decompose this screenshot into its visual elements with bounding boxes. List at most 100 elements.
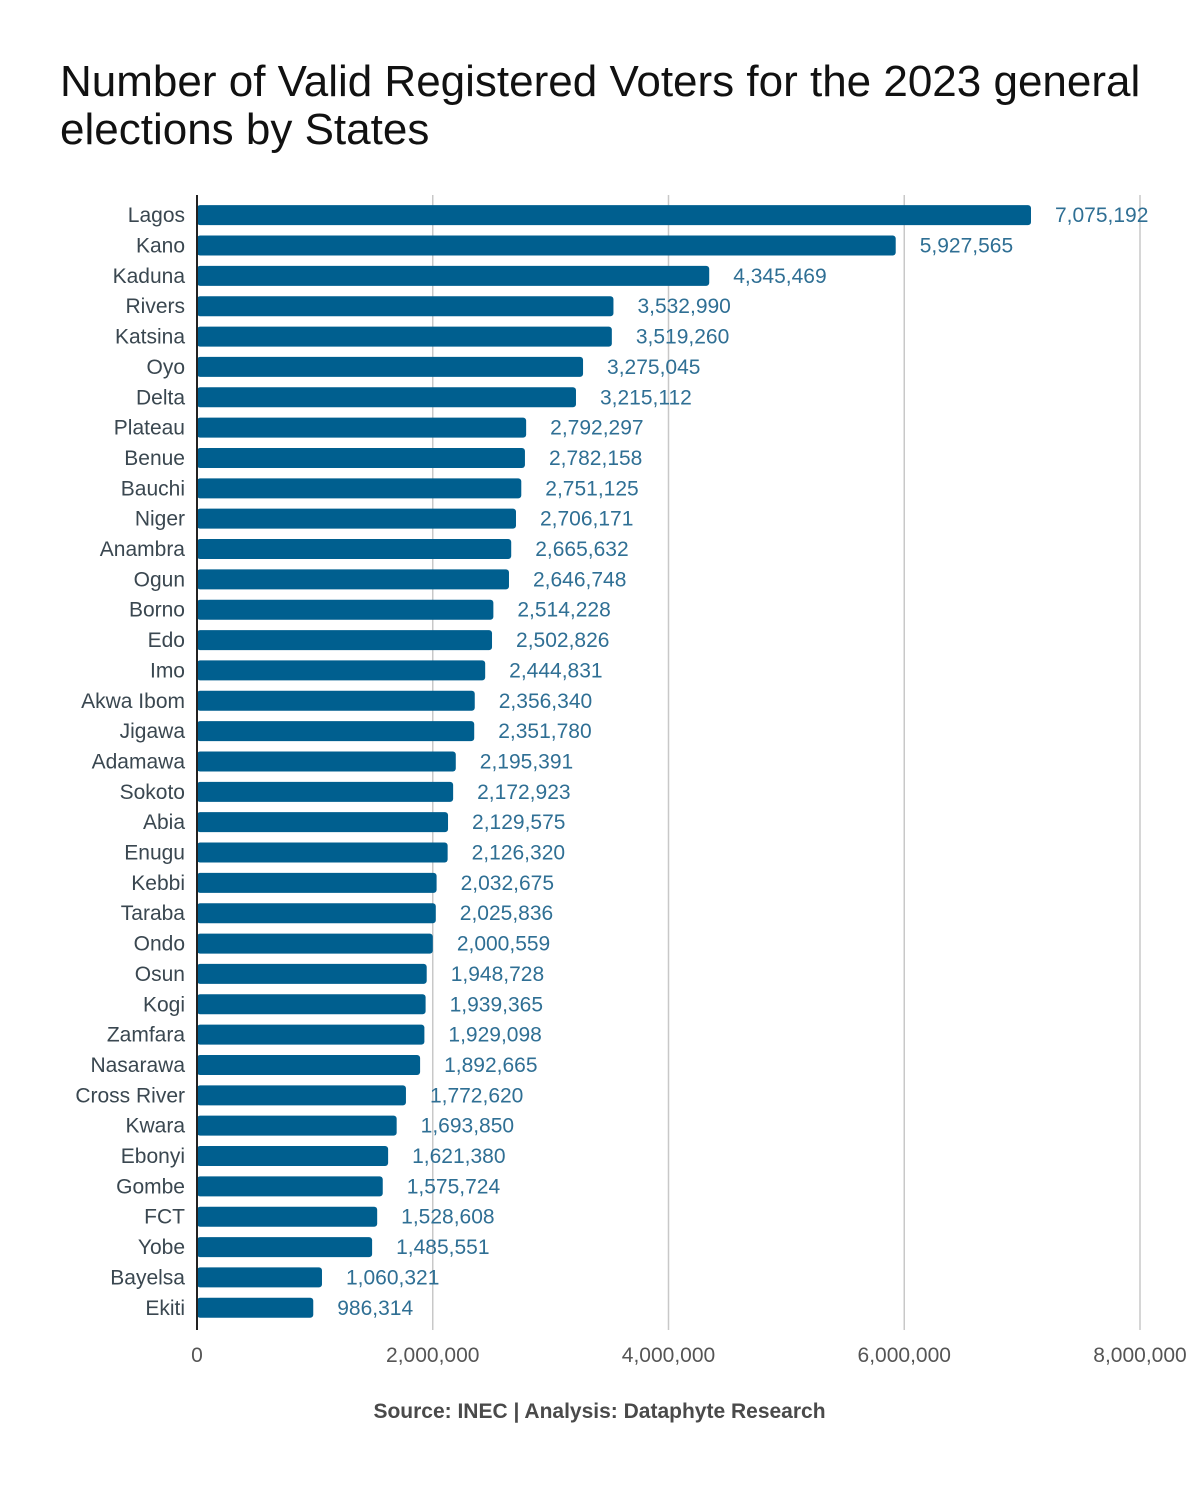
- category-label: Kwara: [125, 1115, 185, 1138]
- bar: [197, 781, 454, 802]
- category-label: Kaduna: [113, 265, 186, 288]
- value-label: 2,782,158: [549, 447, 642, 470]
- bar: [197, 933, 433, 954]
- category-label: Ekiti: [145, 1297, 185, 1320]
- x-tick-label: 4,000,000: [622, 1344, 715, 1367]
- bar: [197, 326, 612, 347]
- value-label: 2,514,228: [517, 599, 610, 622]
- value-label: 1,939,365: [450, 993, 543, 1016]
- category-label: Bayelsa: [110, 1266, 185, 1289]
- x-tick-label: 0: [191, 1344, 203, 1367]
- category-label: Zamfara: [107, 1024, 186, 1047]
- bar: [197, 1024, 425, 1045]
- value-label: 3,215,112: [600, 386, 692, 409]
- value-label: 2,792,297: [550, 417, 643, 440]
- bar: [197, 447, 525, 468]
- value-label: 2,000,559: [457, 933, 550, 956]
- bar: [197, 387, 576, 408]
- bar: [197, 478, 522, 499]
- value-label: 2,025,836: [460, 902, 553, 925]
- category-label: Kebbi: [131, 872, 185, 895]
- category-label: Plateau: [114, 417, 185, 440]
- category-labels: Lagos Kano Kaduna Rivers Katsina Oyo Delta Plat…: [75, 204, 185, 1320]
- bar: [197, 690, 475, 711]
- value-label: 1,948,728: [451, 963, 544, 986]
- bar: [197, 660, 486, 681]
- bar: [197, 417, 527, 438]
- category-label: Ogun: [134, 568, 185, 591]
- value-label: 7,075,192: [1055, 204, 1148, 227]
- value-label: 2,129,575: [472, 811, 565, 834]
- bar: [197, 265, 710, 286]
- bar: [197, 812, 449, 833]
- bars: [197, 205, 1031, 1318]
- value-label: 2,356,340: [499, 690, 592, 713]
- category-label: Osun: [135, 963, 185, 986]
- category-label: Benue: [124, 447, 185, 470]
- bar: [197, 569, 509, 590]
- category-label: Sokoto: [120, 781, 185, 804]
- value-label: 2,032,675: [461, 872, 554, 895]
- value-label: 1,693,850: [421, 1115, 514, 1138]
- category-label: Kogi: [143, 993, 185, 1016]
- category-label: Bauchi: [121, 477, 185, 500]
- value-label: 3,532,990: [637, 295, 730, 318]
- value-label: 1,528,608: [401, 1206, 494, 1229]
- category-label: Ondo: [134, 933, 185, 956]
- category-label: Abia: [143, 811, 185, 834]
- value-label: 986,314: [337, 1297, 413, 1320]
- x-tick-labels: 0 2,000,000 4,000,000 6,000,000 8,000,000: [191, 1344, 1187, 1367]
- bar: [197, 1297, 314, 1318]
- x-tick-label: 8,000,000: [1093, 1344, 1186, 1367]
- bar: [197, 994, 426, 1015]
- chart-title: Number of Valid Registered Voters for th…: [60, 57, 1141, 154]
- value-label: 2,444,831: [509, 659, 602, 682]
- value-label: 1,892,665: [444, 1054, 537, 1077]
- value-label: 2,126,320: [472, 842, 565, 865]
- bar: [197, 872, 437, 893]
- bar: [197, 721, 475, 742]
- bar: [197, 1267, 322, 1288]
- value-label: 2,172,923: [477, 781, 570, 804]
- category-label: Anambra: [100, 538, 186, 561]
- category-label: FCT: [144, 1206, 185, 1229]
- category-label: Ebonyi: [121, 1145, 185, 1168]
- bar: [197, 1176, 383, 1197]
- category-label: Kano: [136, 235, 185, 258]
- category-label: Nasarawa: [90, 1054, 185, 1077]
- bar: [197, 1237, 373, 1258]
- bar: [197, 842, 448, 863]
- category-label: Borno: [129, 599, 185, 622]
- category-label: Yobe: [138, 1236, 185, 1259]
- bar: [197, 599, 494, 620]
- category-label: Oyo: [146, 356, 185, 379]
- bar: [197, 296, 614, 317]
- category-label: Rivers: [125, 295, 185, 318]
- category-label: Akwa Ibom: [81, 690, 185, 713]
- value-label: 1,575,724: [407, 1175, 501, 1198]
- bar: [197, 1206, 378, 1227]
- category-label: Imo: [150, 659, 185, 682]
- category-label: Cross River: [75, 1084, 185, 1107]
- category-label: Enugu: [124, 842, 185, 865]
- bar: [197, 1115, 397, 1136]
- bar: [197, 508, 516, 529]
- category-label: Lagos: [128, 204, 185, 227]
- bar: [197, 751, 456, 772]
- bar: [197, 630, 493, 651]
- category-label: Edo: [148, 629, 185, 652]
- bar: [197, 1146, 389, 1167]
- bar: [197, 903, 436, 924]
- value-label: 1,060,321: [346, 1266, 439, 1289]
- value-label: 3,275,045: [607, 356, 700, 379]
- x-tick-label: 6,000,000: [858, 1344, 951, 1367]
- bar: [197, 539, 512, 560]
- bar: [197, 1085, 406, 1106]
- source-note: Source: INEC | Analysis: Dataphyte Resea…: [373, 1400, 826, 1423]
- value-label: 1,772,620: [430, 1084, 523, 1107]
- value-label: 2,665,632: [535, 538, 628, 561]
- value-label: 2,646,748: [533, 568, 626, 591]
- x-tick-label: 2,000,000: [386, 1344, 479, 1367]
- value-label: 1,621,380: [412, 1145, 505, 1168]
